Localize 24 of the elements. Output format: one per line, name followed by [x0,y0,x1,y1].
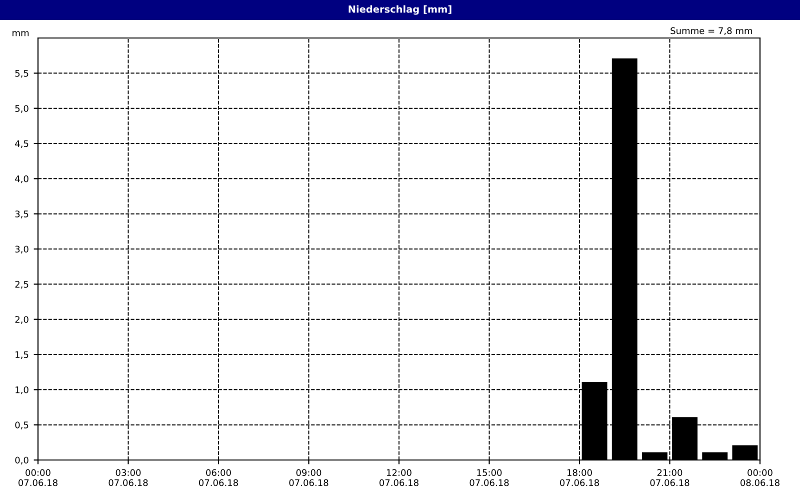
x-tick-label: 18:00 07.06.18 [560,469,599,486]
y-tick-label: 2,0 [15,316,28,324]
y-tick-label: 0,0 [15,456,28,464]
y-tick-label: 4,0 [15,175,28,184]
x-tick-label: 12:00 07.06.18 [379,469,418,486]
x-tick-label: 21:00 07.06.18 [650,469,690,486]
y-tick-label: 3,5 [15,210,28,218]
y-tick-label: 4,5 [15,140,28,148]
y-tick-label: 3,0 [15,246,28,254]
y-tick-label: 1,5 [16,351,28,359]
x-tick-label: 09:00 07.06.18 [289,469,328,486]
y-tick-label: 5,0 [15,105,28,113]
x-tick-label: 00:00 08.06.18 [740,469,780,486]
x-tick-label: 00:00 07.06.18 [18,469,58,486]
text: Summe = 7,8 mm [670,27,752,36]
y-axis-title: mm [12,31,29,36]
y-tick-label: 1,0 [16,386,28,394]
x-tick-label: 03:00 07.06.18 [108,469,148,486]
chart-title: Niederschlag [mm] [348,5,452,15]
x-tick-label: 15:00 07.06.18 [470,469,509,486]
y-tick-label: 0,5 [15,422,28,430]
y-tick-label: 2,5 [15,280,28,289]
x-tick-label: 06:00 07.06.18 [198,469,238,486]
y-tick-label: 5,5 [15,70,28,78]
